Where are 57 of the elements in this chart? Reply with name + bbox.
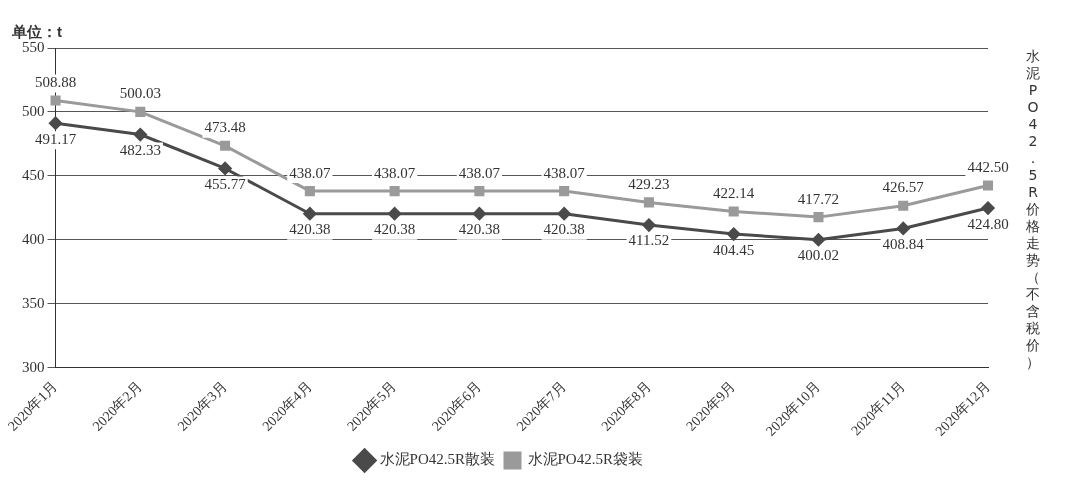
data-label: 424.80 [967, 215, 1009, 232]
data-label: 420.38 [374, 221, 416, 238]
point [50, 95, 61, 106]
point [981, 201, 995, 215]
point [557, 207, 571, 221]
y-tick-label: 500 [22, 102, 45, 119]
data-label: 417.72 [797, 190, 840, 207]
point [811, 233, 825, 247]
legend-label: 水泥PO42.5R散装 [379, 451, 496, 468]
y-tick-label: 450 [22, 166, 45, 183]
data-label: 438.07 [289, 164, 331, 181]
data-label: 438.07 [374, 164, 416, 181]
data-label: 404.45 [713, 241, 755, 258]
data-label: 408.84 [882, 235, 925, 252]
y-axis-title: 单位：t [11, 22, 62, 40]
data-label: 426.57 [882, 179, 925, 196]
point [982, 180, 994, 191]
point [898, 200, 909, 211]
point [135, 106, 146, 117]
legend-label: 水泥PO42.5R袋装 [527, 451, 643, 468]
y-tick-label: 300 [22, 358, 45, 375]
point [304, 186, 315, 197]
point [727, 227, 741, 241]
data-label: 420.38 [458, 221, 501, 238]
point [559, 186, 570, 197]
point [896, 221, 910, 235]
point [218, 161, 232, 175]
data-label: 411.52 [628, 232, 670, 249]
point [388, 207, 402, 221]
data-label: 442.50 [967, 158, 1009, 175]
point [220, 140, 231, 151]
point [643, 197, 654, 208]
data-label: 508.88 [34, 74, 77, 91]
point [474, 186, 485, 197]
point [389, 186, 400, 197]
data-label: 500.03 [119, 85, 161, 102]
data-label: 429.23 [628, 175, 670, 192]
data-label: 438.07 [543, 164, 586, 181]
point [133, 128, 147, 142]
data-label: 422.14 [713, 184, 755, 201]
point [472, 207, 486, 221]
data-label: 473.48 [204, 119, 246, 136]
point [813, 212, 824, 223]
data-label: 482.33 [119, 141, 161, 158]
y-tick-label: 400 [22, 230, 45, 247]
data-label: 420.38 [543, 221, 585, 238]
point [49, 116, 63, 130]
point [642, 218, 656, 232]
chart-title: 水泥PO42.5R价格走势（不含税价） [1026, 48, 1040, 370]
y-tick-label: 350 [22, 294, 45, 311]
data-label: 420.38 [289, 221, 331, 238]
data-label: 400.02 [797, 247, 840, 264]
data-label: 491.17 [34, 130, 77, 147]
point [303, 207, 317, 221]
data-label: 455.77 [204, 175, 247, 192]
data-label: 438.07 [458, 164, 501, 181]
point [728, 206, 739, 217]
